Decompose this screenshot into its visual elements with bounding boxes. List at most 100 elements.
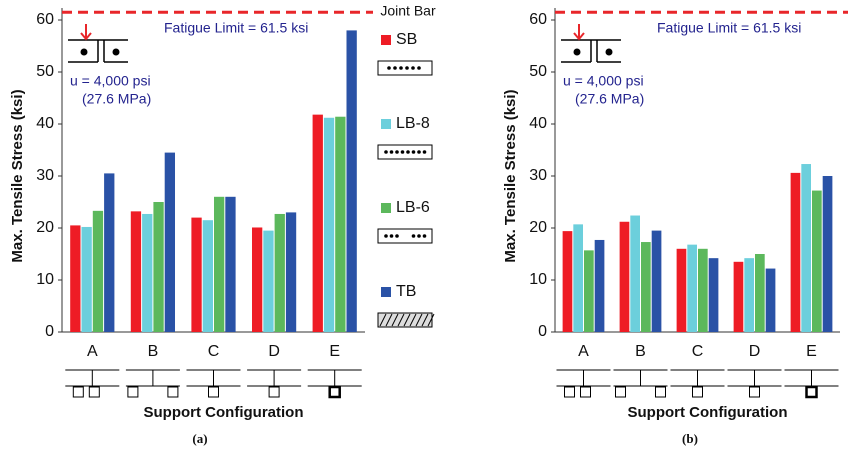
legend-icon-dot	[405, 66, 409, 70]
bar	[191, 217, 202, 332]
legend-icon-dot	[384, 234, 388, 238]
support-icon	[247, 369, 302, 387]
bar	[335, 116, 346, 332]
legend-label: LB-8	[396, 115, 430, 132]
support-box	[127, 386, 139, 398]
x-tick-label: B	[635, 343, 646, 360]
bar	[651, 230, 662, 332]
support-icon	[727, 369, 782, 387]
support-icon	[556, 369, 611, 387]
y-tick-label: 50	[36, 63, 54, 80]
legend-icon-dot	[422, 150, 427, 154]
legend-icon-dot	[389, 150, 394, 154]
inset-arrow	[80, 24, 92, 41]
legend-icon-hatch	[421, 313, 429, 327]
bar	[285, 212, 297, 332]
legend-icon-dot	[417, 66, 421, 70]
bar	[801, 164, 811, 332]
panel-label: (b)	[682, 431, 698, 446]
y-tick-label: 20	[36, 219, 54, 236]
legend-icon	[377, 144, 433, 160]
bar	[687, 244, 697, 332]
legend-label: SB	[396, 31, 417, 48]
bar	[274, 213, 285, 332]
y-tick-label: 40	[36, 115, 54, 132]
legend-icon-dot	[395, 234, 399, 238]
legend-title: Joint Bar	[380, 3, 436, 19]
support-icon	[307, 369, 362, 387]
annotation: Fatigue Limit = 61.5 ksi	[164, 20, 308, 36]
y-tick-label: 30	[36, 167, 54, 184]
y-tick-label: 60	[36, 11, 54, 28]
support-icon	[613, 369, 668, 387]
legend-swatch	[381, 287, 391, 297]
bar	[323, 117, 335, 332]
legend-icon-dot	[411, 150, 416, 154]
bar	[765, 268, 776, 332]
bar	[594, 239, 605, 332]
x-axis-label: Support Configuration	[628, 404, 788, 421]
x-tick-label: D	[749, 343, 761, 360]
y-tick-label: 0	[538, 323, 547, 340]
bar	[698, 248, 708, 332]
bar	[346, 30, 357, 333]
legend-icon-hatch	[391, 313, 399, 327]
x-axis-label: Support Configuration	[144, 404, 304, 421]
annotation: Fatigue Limit = 61.5 ksi	[657, 20, 801, 36]
inset-dot	[112, 48, 120, 56]
bar	[562, 231, 573, 332]
x-tick-label: E	[329, 343, 340, 360]
bar	[214, 196, 225, 332]
legend-label: TB	[396, 283, 416, 300]
inset-dot	[605, 48, 613, 56]
bar	[812, 190, 822, 332]
bar	[790, 172, 801, 332]
x-tick-label: B	[148, 343, 159, 360]
bar	[130, 211, 142, 332]
annotation: u = 4,000 psi	[70, 73, 151, 89]
bar	[202, 220, 213, 332]
legend-icon-dot	[389, 234, 394, 238]
support-box	[167, 386, 179, 398]
support-box	[268, 386, 280, 398]
support-box	[208, 386, 219, 398]
support-box	[749, 386, 760, 398]
y-tick-label: 50	[529, 63, 547, 80]
bar	[104, 173, 115, 332]
y-axis-label: Max. Tensile Stress (ksi)	[502, 89, 519, 262]
inset-arrow	[573, 24, 585, 41]
bar	[81, 226, 92, 332]
bar	[164, 152, 176, 332]
legend-icon-dot	[422, 234, 427, 238]
x-tick-label: E	[806, 343, 817, 360]
inset-dot	[573, 48, 581, 56]
support-box	[564, 386, 575, 398]
bar	[755, 254, 765, 332]
bar	[312, 114, 323, 332]
legend-swatch	[381, 35, 391, 45]
bar	[263, 230, 274, 332]
bar	[744, 258, 754, 332]
bar	[641, 242, 651, 332]
bar	[92, 210, 104, 332]
panel-label: (a)	[192, 431, 207, 446]
legend-icon-dot	[406, 150, 410, 154]
legend-icon-dot	[395, 150, 399, 154]
bar	[733, 261, 744, 332]
inset-dot	[80, 48, 88, 56]
legend-icon-dot	[417, 150, 421, 154]
bar	[70, 225, 81, 332]
bar	[225, 196, 236, 332]
inset-diagram	[561, 39, 621, 63]
y-tick-label: 20	[529, 219, 547, 236]
legend-icon-hatch	[379, 313, 387, 327]
legend-icon-dot	[400, 150, 405, 154]
bar	[708, 258, 719, 332]
annotation: (27.6 MPa)	[82, 91, 151, 107]
bar	[251, 227, 263, 332]
support-box	[692, 386, 703, 398]
legend-icon-dot	[411, 234, 416, 238]
legend-swatch	[381, 119, 391, 129]
x-tick-label: A	[578, 343, 589, 360]
